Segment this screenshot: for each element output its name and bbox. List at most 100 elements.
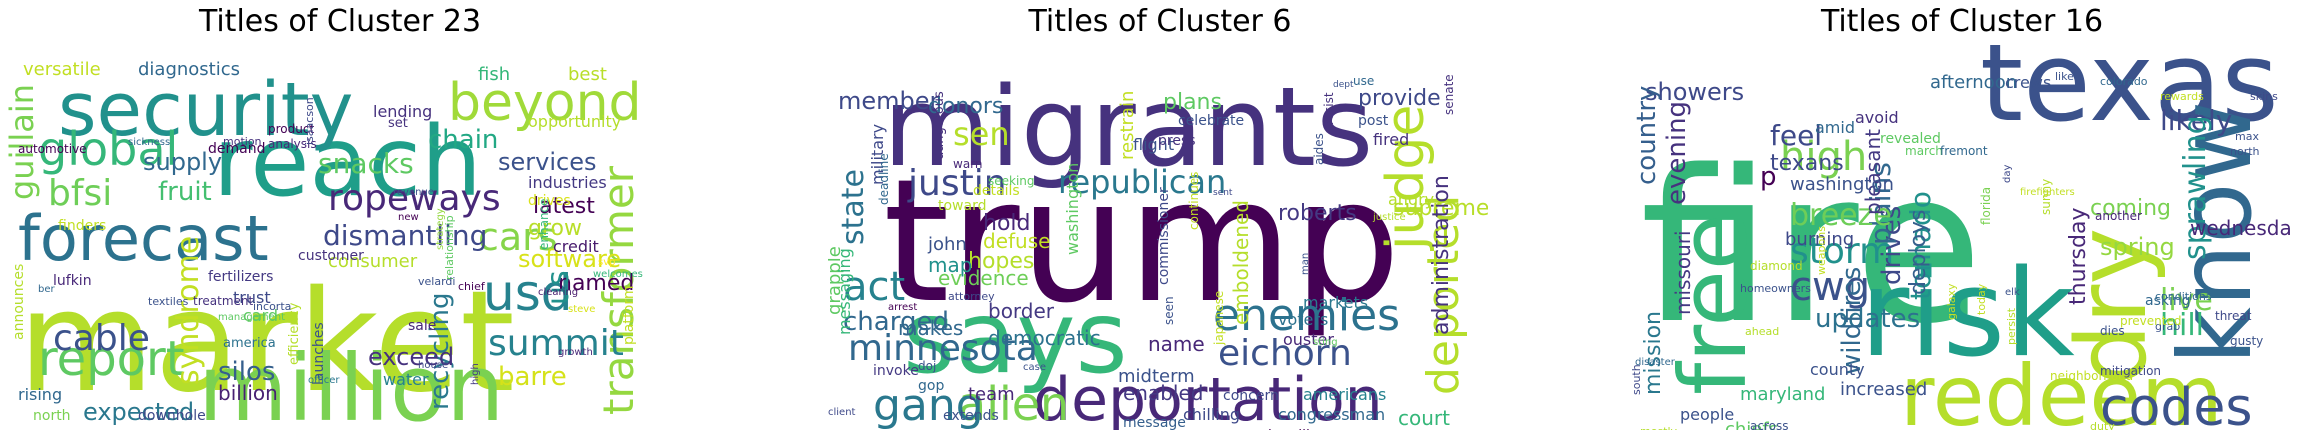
cloud-word: voters (1278, 310, 1328, 329)
cloud-word: sunny (2039, 179, 2053, 215)
cloud-word: enabled (1123, 381, 1204, 405)
cloud-word: chief (458, 280, 486, 293)
cloud-word: roberts (1278, 201, 1357, 226)
cloud-word: global (38, 122, 178, 176)
cloud-word: people (1680, 405, 1734, 424)
cloud-word: dry (2056, 228, 2168, 385)
cloud-word: mostly (1640, 425, 1678, 430)
cloud-word: messaging (835, 248, 854, 335)
cloud-word: military (868, 124, 887, 185)
cloud-word: ahead (1745, 325, 1779, 338)
cloud-word: growth (558, 347, 593, 358)
cloud-word: report (38, 331, 185, 387)
cloud-word: firefighters (2020, 187, 2075, 198)
cloud-word: chiefs (1725, 419, 1778, 430)
cloud-word: flight (1133, 135, 1174, 154)
cloud-word: barre (498, 362, 567, 392)
cloud-word: trust (233, 288, 271, 307)
cloud-word: gop (918, 378, 944, 394)
cloud-word: market (18, 261, 515, 424)
cloud-word: justin (907, 163, 1007, 204)
cloud-word: high (470, 363, 481, 385)
cloud-word: south (1630, 364, 1643, 395)
cloud-word: grapple (828, 246, 845, 315)
wordcloud-1: market million reach security forecast report… (8, 45, 668, 430)
wordcloud-panel-3: Titles of Cluster 16 fire texas risk know dr… (1622, 0, 2302, 435)
cloud-word: fired (1373, 130, 1409, 149)
cloud-word: county (1810, 360, 1865, 379)
wordcloud-panel-2: Titles of Cluster 6 trump migrants says dep… (820, 0, 1500, 435)
cloud-word: galaxy (1945, 283, 1958, 320)
cloud-word: commissioner (1156, 187, 1172, 285)
cloud-word: summit (488, 323, 624, 364)
cloud-word: platform (621, 286, 637, 346)
cloud-word: automotive (18, 142, 87, 156)
cloud-word: threat (2215, 309, 2252, 323)
cloud-word: cars (478, 215, 558, 259)
cloud-word: hopes (968, 249, 1034, 274)
cloud-word: donors (928, 94, 1003, 119)
cloud-word: deported (1418, 195, 1469, 395)
cloud-word: ouster (1283, 330, 1334, 349)
cloud-word: analysis (268, 137, 317, 151)
cloud-word: management (218, 312, 285, 323)
cloud-word: seen (1162, 296, 1176, 325)
cloud-word: ropeways (328, 178, 501, 219)
cloud-word: texas (1980, 45, 2279, 146)
cloud-word: hostility (1268, 428, 1324, 430)
cloud-word: post (1358, 113, 1389, 129)
cloud-word: industries (528, 173, 607, 192)
cloud-word: cable (53, 318, 150, 359)
cloud-word: seeking (988, 174, 1035, 188)
cloud-word: north (2230, 145, 2260, 158)
cloud-word: exceed (368, 343, 454, 371)
cloud-word: skins (2250, 90, 2278, 103)
cloud-word: announces (11, 264, 27, 340)
cloud-word: tornado (1904, 191, 1937, 300)
cloud-word: member (838, 87, 940, 115)
wordcloud-2: trump migrants says deportation alien gang jud… (828, 45, 1488, 430)
cloud-word: grab (2155, 320, 2180, 333)
cloud-word: set (388, 116, 408, 131)
cloud-word: transformer (594, 165, 643, 415)
cloud-word: emboldened (1229, 200, 1253, 325)
cloud-word: sting (1313, 337, 1338, 348)
cloud-word: p (1760, 162, 1777, 192)
cloud-word: judge (1376, 105, 1436, 251)
cloud-word: efficiency (287, 302, 302, 365)
cloud-word: guillain (8, 84, 41, 200)
wordcloud-panel-1: Titles of Cluster 23 market million reach s… (0, 0, 680, 435)
cloud-word: makes (898, 316, 963, 340)
cloud-word: breeze (1790, 198, 1892, 233)
cloud-word: north (33, 408, 71, 424)
cloud-word: new (398, 212, 419, 223)
cloud-word: border (988, 299, 1055, 323)
cloud-word: across (1750, 419, 1788, 430)
cloud-word: dangerous (932, 91, 947, 160)
cloud-word: court (1398, 406, 1450, 430)
cloud-word: live (2160, 283, 2213, 318)
cloud-word: toward (938, 198, 986, 214)
cloud-word: invoke (873, 363, 919, 379)
cloud-word: country (1632, 86, 1662, 185)
cloud-word: customer (298, 248, 364, 264)
panel-title: Titles of Cluster 6 (1028, 4, 1292, 39)
cloud-word: another (2095, 209, 2142, 223)
cloud-word: maryland (1740, 384, 1825, 405)
cloud-word: plains (1864, 162, 1897, 245)
cloud-word: finders (58, 218, 106, 234)
cloud-word: isaacson (303, 97, 316, 145)
cloud-word: deadline (877, 153, 891, 205)
cloud-word: feel (1770, 119, 1822, 152)
cloud-word: strategy (435, 208, 446, 250)
cloud-word: treatment (193, 294, 253, 308)
cloud-word: asking (2145, 293, 2191, 309)
cloud-word: us (541, 270, 576, 305)
cloud-word: named (558, 271, 634, 296)
cloud-word: says (903, 279, 1128, 396)
cloud-word: justice (1372, 212, 1406, 223)
cloud-word: enemies (1213, 290, 1400, 341)
cloud-word: americans (1303, 385, 1386, 404)
cloud-word: march (1905, 144, 1943, 158)
cloud-word: launches (311, 322, 327, 385)
